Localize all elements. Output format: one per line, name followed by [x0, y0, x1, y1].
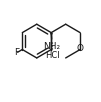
Text: F: F: [15, 48, 20, 57]
Text: NH₂: NH₂: [43, 42, 60, 51]
Text: HCl: HCl: [45, 51, 59, 60]
Text: O: O: [77, 44, 84, 53]
